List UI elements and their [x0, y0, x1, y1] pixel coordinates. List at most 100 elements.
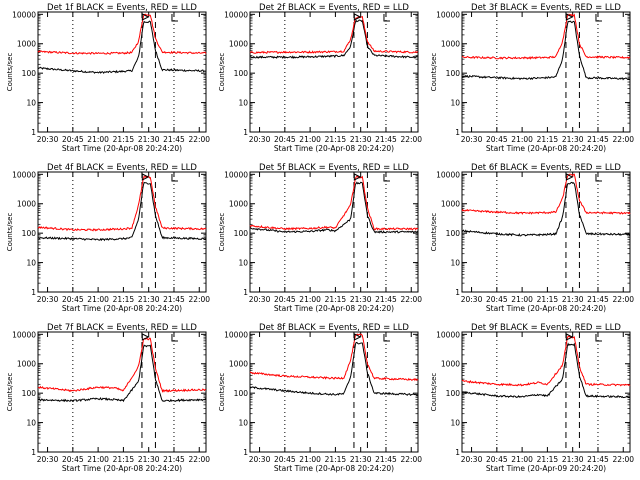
- panel-title: Det 8f BLACK = Events, RED = LLD: [259, 323, 409, 333]
- x-tick-label: 21:15: [537, 455, 559, 464]
- x-tick-label: 20:45: [486, 455, 508, 464]
- x-tick-label: 20:30: [461, 135, 483, 144]
- series-events-line: [37, 20, 207, 74]
- y-axis-label: Counts/sec: [6, 213, 14, 252]
- x-tick-label: 22:00: [612, 295, 634, 304]
- x-tick-label: 20:45: [62, 295, 84, 304]
- y-tick-label: 1000: [229, 360, 248, 369]
- series-lld-line: [249, 175, 419, 231]
- y-tick-label: 10: [26, 99, 36, 108]
- x-tick-label: 21:15: [113, 455, 135, 464]
- x-tick-label: 21:00: [87, 295, 109, 304]
- peak-marker-symbol: [565, 173, 574, 181]
- y-tick-label: 1: [455, 448, 460, 457]
- x-tick-label: 21:00: [511, 455, 533, 464]
- series-events-line: [461, 181, 631, 237]
- y-tick-label: 10: [238, 259, 248, 268]
- x-tick-label: 20:30: [249, 455, 271, 464]
- y-tick-label: 10: [450, 259, 460, 268]
- x-tick-label: 21:30: [138, 135, 160, 144]
- end-marker-symbol: [171, 174, 178, 182]
- peak-marker-symbol: [141, 13, 150, 21]
- y-tick-label: 10000: [12, 330, 36, 339]
- y-tick-label: 1000: [441, 360, 460, 369]
- x-tick-label: 21:30: [350, 135, 372, 144]
- end-marker-symbol: [383, 14, 390, 22]
- x-tick-label: 21:30: [562, 455, 584, 464]
- y-tick-label: 10000: [224, 170, 248, 179]
- x-tick-label: 22:00: [612, 135, 634, 144]
- series-events-line: [38, 344, 207, 403]
- x-tick-label: 21:15: [113, 135, 135, 144]
- x-tick-label: 21:00: [87, 135, 109, 144]
- x-tick-label: 22:00: [400, 135, 422, 144]
- y-tick-label: 1000: [229, 200, 248, 209]
- panel-title: Det 5f BLACK = Events, RED = LLD: [259, 163, 409, 173]
- x-tick-label: 21:15: [113, 295, 135, 304]
- x-tick-label: 20:30: [461, 455, 483, 464]
- panel-title: Det 7f BLACK = Events, RED = LLD: [47, 323, 197, 333]
- x-tick-label: 21:00: [87, 455, 109, 464]
- y-tick-label: 10: [238, 419, 248, 428]
- x-tick-label: 21:30: [350, 455, 372, 464]
- x-tick-label: 21:45: [163, 295, 185, 304]
- y-tick-label: 10: [238, 99, 248, 108]
- x-tick-label: 21:45: [375, 135, 397, 144]
- x-tick-label: 20:30: [249, 295, 271, 304]
- panel-title: Det 1f BLACK = Events, RED = LLD: [47, 3, 197, 13]
- series-lld-line: [461, 13, 631, 60]
- y-tick-label: 100: [446, 69, 461, 78]
- series-lld-line: [461, 173, 631, 215]
- y-tick-label: 100: [234, 389, 249, 398]
- series-lld-line: [37, 13, 207, 55]
- y-tick-label: 1000: [17, 40, 36, 49]
- y-tick-label: 1: [243, 128, 248, 137]
- series-events-line: [461, 342, 631, 399]
- panel-5: Det 5f BLACK = Events, RED = LLD 1 10 100 10…: [218, 163, 422, 313]
- panel-9: Det 9f BLACK = Events, RED = LLD 1 10 100 10…: [430, 323, 634, 473]
- x-tick-label: 21:45: [375, 295, 397, 304]
- x-axis-label: Start Time (20-Apr-08 20:24:20): [274, 304, 394, 313]
- series-lld-line: [249, 333, 419, 382]
- x-tick-label: 20:45: [62, 135, 84, 144]
- plot-frame: [249, 11, 419, 133]
- x-tick-label: 21:00: [511, 295, 533, 304]
- peak-marker-symbol: [141, 173, 150, 181]
- x-tick-label: 20:30: [37, 455, 59, 464]
- x-tick-label: 20:30: [461, 295, 483, 304]
- x-tick-label: 22:00: [188, 135, 210, 144]
- x-tick-label: 20:45: [486, 135, 508, 144]
- series-events-line: [250, 181, 419, 234]
- plot-frame: [37, 171, 207, 293]
- y-tick-label: 10: [450, 99, 460, 108]
- x-tick-label: 20:45: [62, 455, 84, 464]
- y-tick-label: 1000: [441, 200, 460, 209]
- x-tick-label: 22:00: [188, 295, 210, 304]
- peak-marker-symbol: [141, 333, 150, 341]
- y-axis-label: Counts/sec: [430, 53, 438, 92]
- panel-title: Det 2f BLACK = Events, RED = LLD: [259, 3, 409, 13]
- x-tick-label: 21:45: [587, 135, 609, 144]
- x-tick-label: 21:30: [138, 295, 160, 304]
- y-tick-label: 1: [243, 288, 248, 297]
- y-tick-label: 100: [22, 69, 37, 78]
- series-lld-line: [37, 175, 207, 232]
- series-lld-line: [249, 15, 419, 54]
- panel-4: Det 4f BLACK = Events, RED = LLD 1 10 100 10…: [6, 163, 210, 313]
- x-tick-label: 20:45: [274, 135, 296, 144]
- x-tick-label: 21:00: [299, 135, 321, 144]
- y-tick-label: 10000: [436, 170, 460, 179]
- end-marker-symbol: [383, 334, 390, 342]
- y-tick-label: 10000: [436, 330, 460, 339]
- panel-title: Det 3f BLACK = Events, RED = LLD: [471, 3, 621, 13]
- y-axis-label: Counts/sec: [218, 373, 226, 412]
- y-tick-label: 1: [31, 288, 36, 297]
- x-tick-label: 20:45: [274, 295, 296, 304]
- y-tick-label: 1000: [17, 200, 36, 209]
- x-tick-label: 21:00: [511, 135, 533, 144]
- peak-marker-symbol: [353, 173, 362, 181]
- end-marker-symbol: [595, 14, 602, 22]
- x-tick-label: 21:45: [587, 295, 609, 304]
- end-marker-symbol: [171, 334, 178, 342]
